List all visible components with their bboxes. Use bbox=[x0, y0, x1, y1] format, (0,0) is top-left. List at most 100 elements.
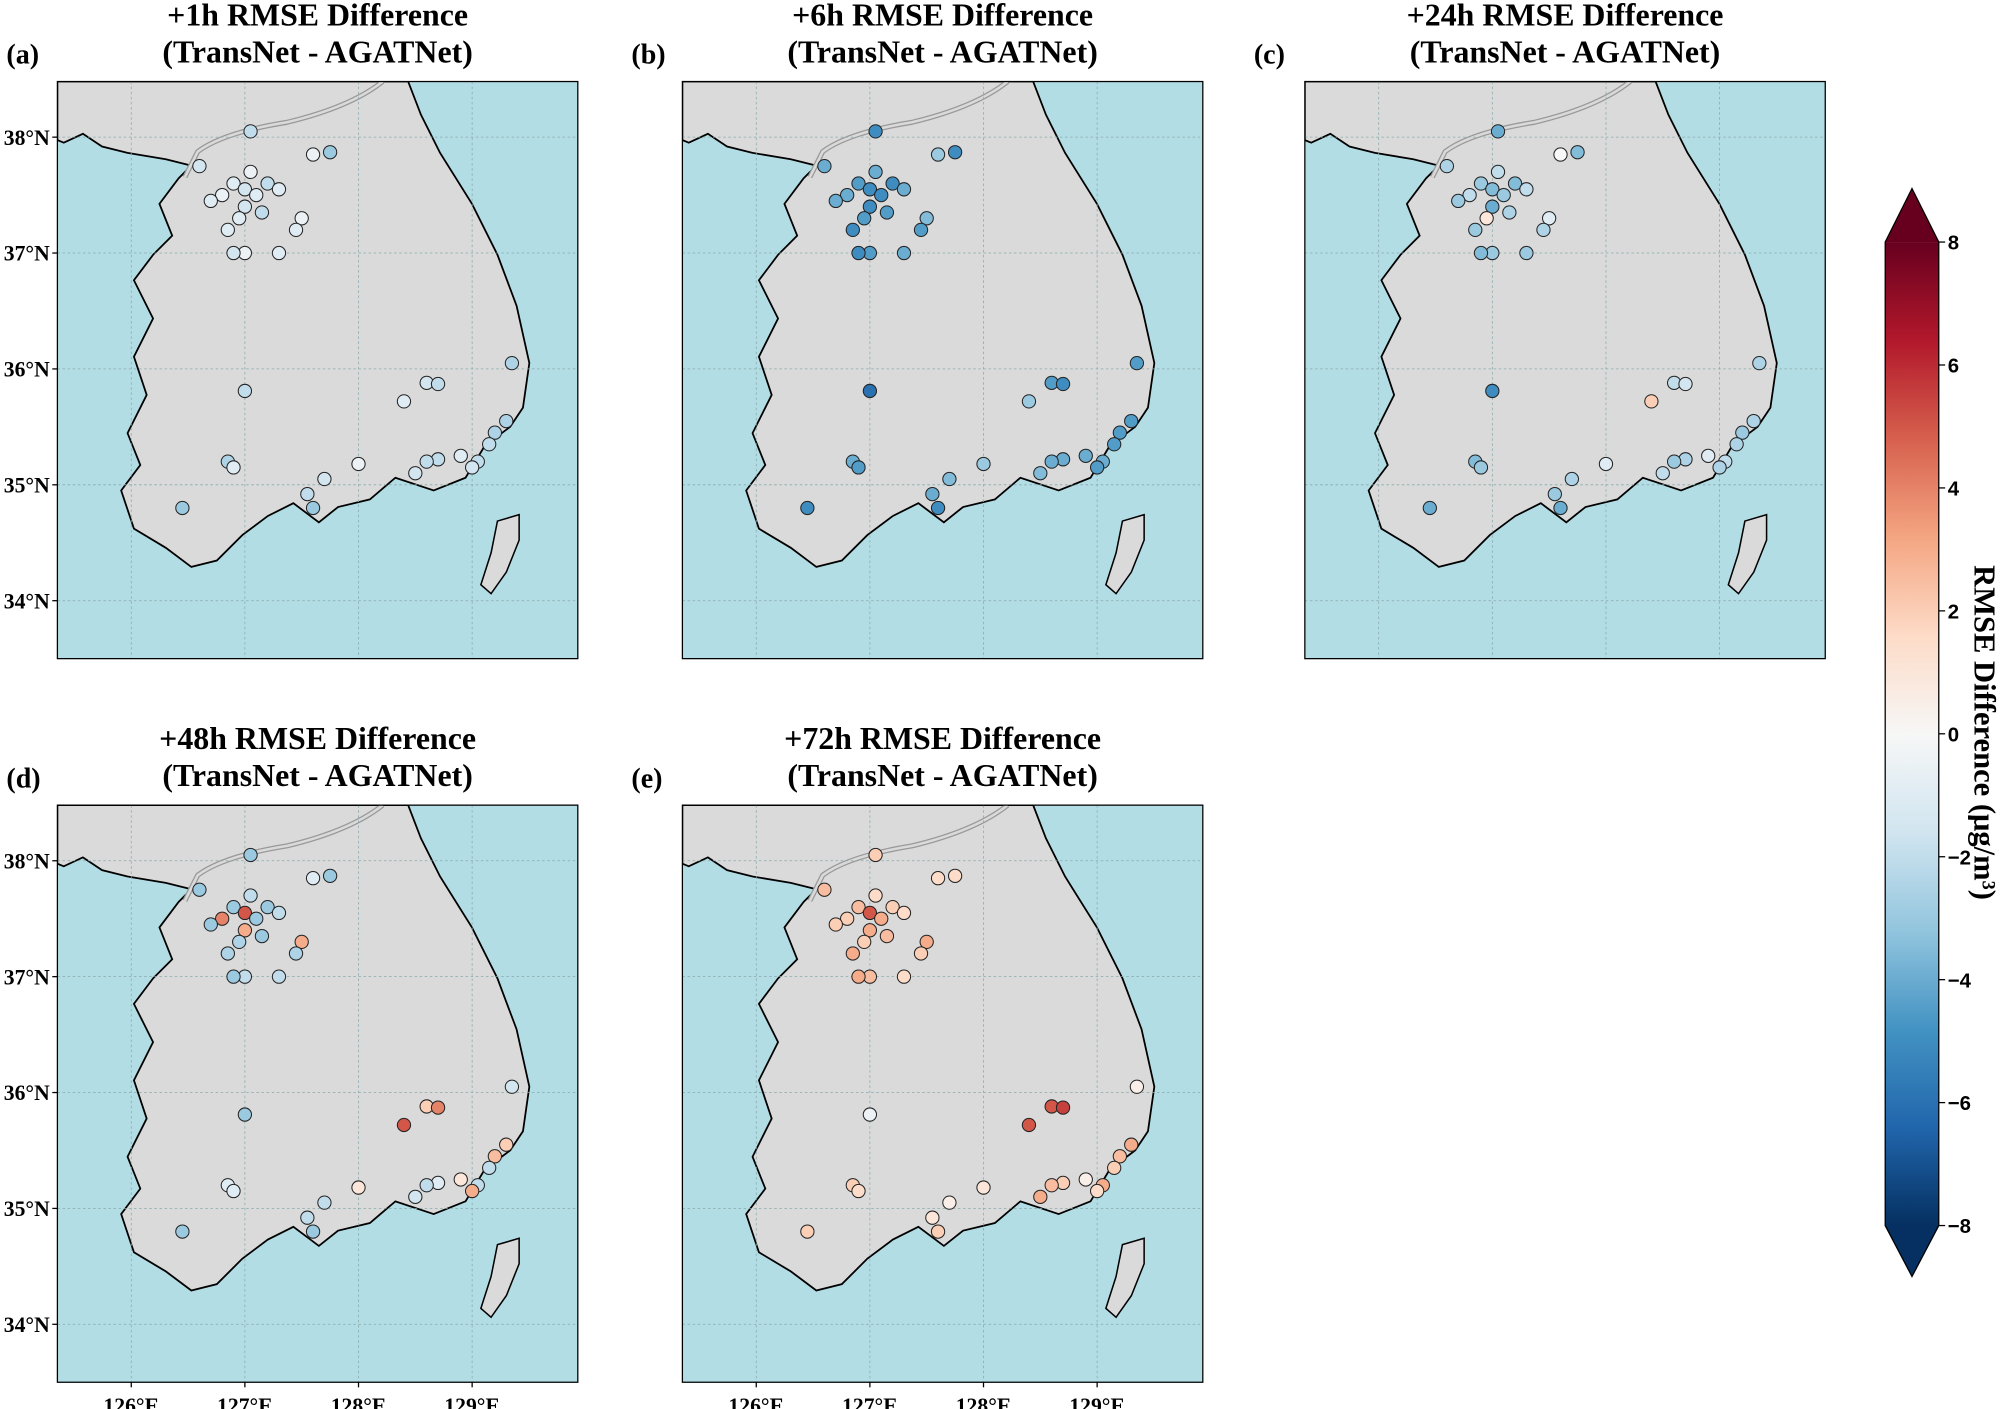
station bbox=[237, 905, 253, 921]
station bbox=[925, 486, 940, 502]
station bbox=[1468, 222, 1483, 237]
station bbox=[851, 460, 866, 475]
station bbox=[237, 383, 253, 399]
station bbox=[828, 917, 843, 932]
station bbox=[192, 882, 207, 897]
colorbar-tick-label: 8 bbox=[1948, 233, 1959, 255]
panel-label: (a) bbox=[6, 40, 39, 71]
map-panel: 34°N 35°N 36°N 37°N 38°N bbox=[4, 80, 579, 660]
station bbox=[408, 466, 423, 481]
station bbox=[1124, 413, 1139, 429]
map-panel bbox=[1304, 80, 1826, 660]
y-tick-label: 38°N bbox=[4, 126, 50, 150]
dmz-line-inner bbox=[1431, 81, 1631, 178]
island bbox=[479, 513, 520, 595]
x-tick-label: 128°E bbox=[956, 1394, 1012, 1409]
panel-title: +6h RMSE Difference bbox=[792, 0, 1093, 32]
y-tick-label: 36°N bbox=[4, 358, 50, 382]
station bbox=[1490, 164, 1506, 180]
frame bbox=[1304, 80, 1826, 660]
station bbox=[1107, 1160, 1122, 1175]
station bbox=[305, 500, 321, 516]
station bbox=[1570, 145, 1585, 160]
station bbox=[1564, 471, 1580, 487]
station bbox=[1547, 486, 1562, 502]
colorbar-extend-bottom bbox=[1885, 1225, 1939, 1277]
station bbox=[800, 1224, 815, 1239]
station bbox=[1078, 1172, 1093, 1187]
station bbox=[828, 193, 843, 209]
station bbox=[482, 437, 497, 452]
station bbox=[851, 245, 866, 261]
station bbox=[294, 934, 309, 950]
station bbox=[925, 1210, 940, 1225]
station bbox=[1473, 176, 1489, 191]
station bbox=[930, 147, 946, 162]
station bbox=[1678, 376, 1693, 392]
map-panel: 126°E 127°E 128°E 129°E bbox=[681, 804, 1204, 1409]
station bbox=[879, 205, 895, 220]
station bbox=[1044, 454, 1059, 469]
frame bbox=[56, 804, 579, 1383]
station bbox=[1655, 466, 1670, 481]
dmz-line-inner bbox=[808, 805, 1009, 902]
station bbox=[237, 199, 253, 214]
y-tick-label: 38°N bbox=[4, 849, 50, 873]
station bbox=[254, 205, 270, 220]
station bbox=[879, 928, 895, 944]
station bbox=[862, 1107, 878, 1122]
station bbox=[1473, 460, 1489, 475]
station bbox=[1644, 394, 1659, 409]
station bbox=[919, 934, 934, 950]
colorbar-tick-label: 2 bbox=[1948, 602, 1959, 624]
station bbox=[1735, 425, 1750, 440]
station bbox=[243, 124, 258, 139]
colorbar bbox=[1885, 242, 1939, 1226]
station bbox=[300, 486, 315, 502]
station bbox=[226, 969, 241, 984]
station bbox=[215, 911, 230, 926]
panel-label: (e) bbox=[631, 763, 662, 794]
station bbox=[288, 946, 304, 961]
station bbox=[396, 1117, 412, 1133]
station bbox=[317, 471, 332, 487]
station bbox=[930, 1224, 946, 1239]
station bbox=[1502, 205, 1517, 220]
station bbox=[976, 456, 991, 472]
map-content bbox=[1304, 81, 1826, 659]
station bbox=[243, 164, 258, 180]
station bbox=[232, 211, 247, 226]
island bbox=[479, 1237, 520, 1319]
station bbox=[930, 500, 946, 516]
colorbar-tick-label: −2 bbox=[1948, 847, 1971, 869]
station bbox=[817, 882, 832, 897]
x-tick-label: 127°E bbox=[217, 1394, 273, 1409]
station bbox=[1439, 158, 1455, 174]
station bbox=[453, 1172, 468, 1187]
island bbox=[1104, 1237, 1145, 1319]
x-tick-label: 128°E bbox=[331, 1394, 387, 1409]
island bbox=[1104, 513, 1145, 595]
station bbox=[271, 969, 287, 984]
station bbox=[874, 911, 889, 926]
station bbox=[351, 456, 366, 472]
dmz-line-inner bbox=[183, 81, 384, 178]
panel-title: (TransNet - AGATNet) bbox=[162, 758, 472, 793]
station bbox=[1553, 147, 1568, 162]
map-content bbox=[57, 81, 578, 659]
station bbox=[249, 911, 264, 926]
x-tick-label: 126°E bbox=[728, 1394, 784, 1409]
station bbox=[1473, 245, 1489, 261]
station bbox=[885, 176, 900, 191]
station bbox=[896, 182, 912, 197]
station bbox=[1485, 383, 1500, 399]
station bbox=[1129, 1079, 1145, 1094]
station bbox=[1485, 182, 1500, 197]
station bbox=[1712, 460, 1727, 475]
station bbox=[1422, 500, 1437, 516]
colorbar-tick-label: 0 bbox=[1948, 724, 1959, 746]
station bbox=[430, 1100, 446, 1115]
station bbox=[226, 899, 241, 915]
map-panel bbox=[681, 80, 1204, 660]
station bbox=[1033, 466, 1048, 481]
